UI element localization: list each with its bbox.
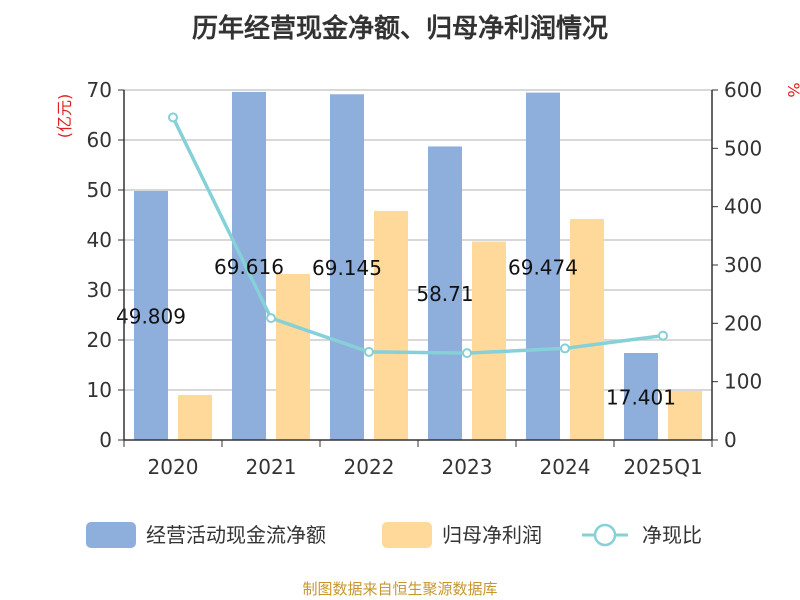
bar-netprofit xyxy=(570,219,604,440)
right-axis-tick-label: 0 xyxy=(724,428,737,452)
legend-label: 经营活动现金流净额 xyxy=(146,523,326,547)
bar-cashflow xyxy=(428,146,462,440)
right-axis-tick-label: 600 xyxy=(724,78,762,102)
bar-value-label: 17.401 xyxy=(606,385,676,409)
ratio-line-point xyxy=(266,313,276,324)
ratio-line-point xyxy=(168,112,178,123)
legend-swatch xyxy=(86,522,136,548)
left-axis-tick-label: 30 xyxy=(87,278,112,302)
data-source: 制图数据来自恒生聚源数据库 xyxy=(302,580,498,598)
x-axis-tick-label: 2022 xyxy=(344,455,395,479)
x-axis-tick-label: 2025Q1 xyxy=(623,455,702,479)
left-axis-unit: (亿元) xyxy=(55,94,74,139)
ratio-line-point xyxy=(462,348,472,359)
bar-cashflow xyxy=(526,92,560,440)
ratio-line xyxy=(168,112,668,359)
right-axis-unit: % xyxy=(784,82,800,97)
x-axis-tick-label: 2023 xyxy=(442,455,493,479)
bar-value-label: 69.474 xyxy=(508,255,578,279)
right-axis-tick-label: 200 xyxy=(724,311,762,335)
bar-netprofit xyxy=(472,241,506,440)
bar-value-label: 49.809 xyxy=(116,304,186,328)
bar-value-label: 58.71 xyxy=(416,282,473,306)
ratio-line-point xyxy=(658,330,668,341)
chart-title: 历年经营现金净额、归母净利润情况 xyxy=(191,14,608,44)
bar-cashflow xyxy=(330,94,364,441)
axes: 0 10 20 30 40 50 60 70 0 100 200 300 400 500 600 2020 20… xyxy=(87,78,763,479)
legend-swatch xyxy=(382,522,432,548)
right-axis-tick-label: 500 xyxy=(724,136,762,160)
legend-line-marker xyxy=(593,523,617,547)
bar-value-label: 69.145 xyxy=(312,256,382,280)
grid-lines xyxy=(124,89,712,391)
legend-label: 归母净利润 xyxy=(442,523,542,547)
left-axis-tick-label: 40 xyxy=(87,228,112,252)
left-axis-tick-label: 10 xyxy=(87,378,112,402)
bar-netprofit xyxy=(276,274,310,440)
left-axis-tick-label: 50 xyxy=(87,178,112,202)
right-axis-tick-label: 300 xyxy=(724,253,762,277)
ratio-line-point xyxy=(560,343,570,354)
left-axis-tick-label: 20 xyxy=(87,328,112,352)
x-axis-tick-label: 2024 xyxy=(540,455,591,479)
right-axis-tick-label: 400 xyxy=(724,195,762,219)
bar-cashflow xyxy=(624,352,658,440)
bar-value-label: 69.616 xyxy=(214,255,284,279)
left-axis-tick-label: 0 xyxy=(99,428,112,452)
legend-label: 净现比 xyxy=(642,523,702,547)
ratio-line-path xyxy=(171,116,664,355)
data-labels: 49.809 69.616 69.145 58.71 69.474 17.401 xyxy=(116,255,676,410)
x-axis-tick-label: 2020 xyxy=(148,455,199,479)
left-axis-tick-label: 60 xyxy=(87,128,112,152)
x-axis-tick-label: 2021 xyxy=(246,455,297,479)
bar-netprofit xyxy=(178,395,212,440)
ratio-line-point xyxy=(364,346,374,357)
bar-cashflow xyxy=(232,91,266,441)
bar-cashflow xyxy=(134,190,168,440)
bar-netprofit xyxy=(668,391,702,440)
bar-netprofit xyxy=(374,211,408,440)
right-axis-tick-label: 100 xyxy=(724,370,762,394)
left-axis-tick-label: 70 xyxy=(87,78,112,102)
bars xyxy=(134,91,702,441)
legend: 经营活动现金流净额 归母净利润 净现比 xyxy=(86,522,702,548)
